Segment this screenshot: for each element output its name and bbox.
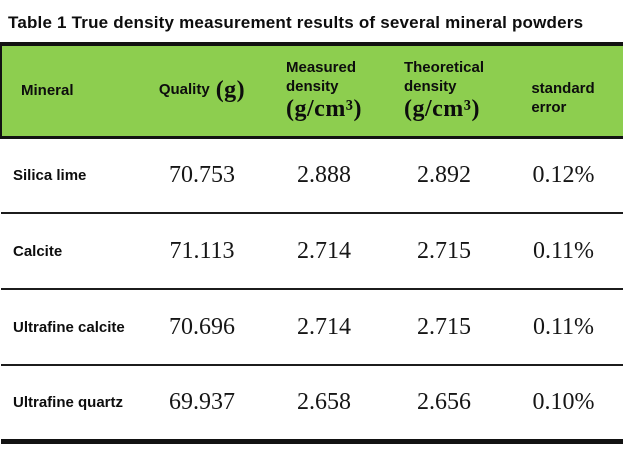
- cell-theoretical-density: 2.656: [385, 364, 503, 441]
- quality-label: Quality: [158, 81, 210, 99]
- table-body: Silica lime 70.753 2.888 2.892 0.12% Cal…: [1, 137, 623, 441]
- cell-theoretical-density: 2.715: [385, 212, 503, 289]
- header-cell-theoretical-density: Theoretical density (g/cm³): [385, 43, 503, 139]
- cell-measured-density: 2.888: [297, 161, 351, 188]
- theoretical-density-header: Theoretical density (g/cm³): [404, 58, 484, 123]
- cell-standard-error: 0.11%: [503, 288, 623, 365]
- measured-unit: (g/cm³): [286, 96, 362, 123]
- cell-measured-density: 2.714: [263, 288, 385, 365]
- header-cell-quality: Quality (g): [141, 43, 263, 139]
- cell-quality: 69.937: [141, 364, 263, 441]
- stderr-line1: standard: [531, 79, 595, 97]
- cell-standard-error: 0.12%: [532, 161, 595, 188]
- table-row: Silica lime 70.753 2.888 2.892 0.12%: [1, 137, 623, 213]
- results-table: Mineral Quality (g) Measured density (g/c…: [0, 42, 623, 444]
- table-header: Mineral Quality (g) Measured density (g/c…: [0, 43, 623, 139]
- measured-line2: density: [286, 78, 339, 96]
- header-cell-standard-error: standard error: [503, 43, 623, 139]
- cell-standard-error: 0.10%: [503, 364, 623, 441]
- quality-header: Quality (g): [158, 77, 245, 103]
- theoretical-line1: Theoretical: [403, 59, 485, 77]
- header-cell-measured-density: Measured density (g/cm³): [263, 43, 385, 139]
- standard-error-header: standard error: [531, 79, 594, 117]
- measured-line1: Measured: [286, 59, 357, 77]
- cell-quality: 70.753: [169, 161, 235, 188]
- cell-theoretical-density: 2.892: [417, 161, 471, 188]
- cell-quality: 70.696: [141, 288, 263, 365]
- cell-standard-error: 0.11%: [503, 212, 623, 289]
- cell-quality: 71.113: [141, 212, 263, 289]
- cell-mineral: Ultrafine quartz: [1, 364, 141, 441]
- header-row: Mineral Quality (g) Measured density (g/c…: [0, 43, 623, 139]
- cell-mineral: Calcite: [1, 212, 141, 289]
- cell-measured-density: 2.658: [263, 364, 385, 441]
- stderr-line2: error: [531, 98, 567, 116]
- cell-mineral: Ultrafine calcite: [1, 288, 141, 365]
- theoretical-unit: (g/cm³): [403, 96, 480, 123]
- table-title: Table 1 True density measurement results…: [8, 13, 584, 32]
- quality-unit: (g): [215, 77, 246, 104]
- cell-theoretical-density: 2.715: [385, 288, 503, 365]
- table-row: Ultrafine quartz 69.937 2.658 2.656 0.10…: [1, 364, 623, 441]
- cell-mineral: Silica lime: [13, 166, 87, 184]
- cell-measured-density: 2.714: [263, 212, 385, 289]
- header-cell-mineral: Mineral: [0, 43, 141, 139]
- measured-density-header: Measured density (g/cm³): [286, 58, 362, 123]
- table-row: Calcite 71.113 2.714 2.715 0.11%: [1, 212, 623, 289]
- table-row: Ultrafine calcite 70.696 2.714 2.715 0.1…: [1, 288, 623, 365]
- page: Table 1 True density measurement results…: [0, 13, 623, 468]
- theoretical-line2: density: [403, 78, 457, 96]
